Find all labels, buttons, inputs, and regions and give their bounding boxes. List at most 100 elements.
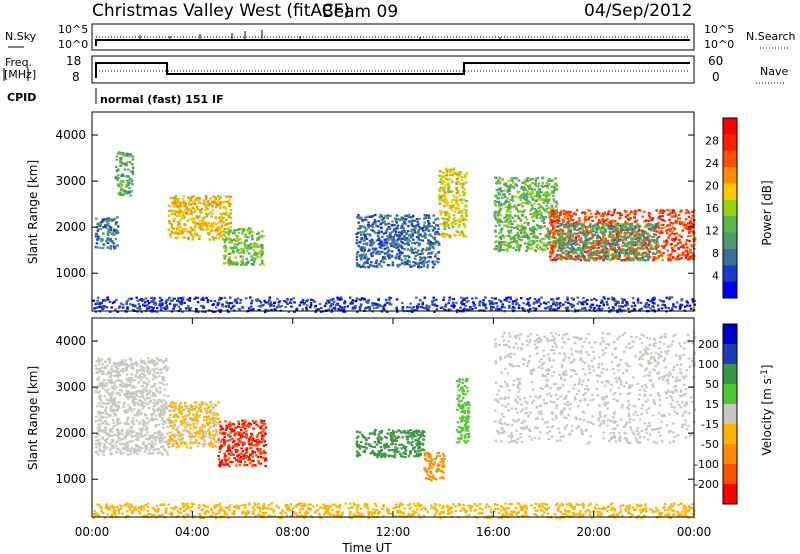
power-echo-cell xyxy=(386,246,390,249)
power-echo-cell xyxy=(211,304,214,307)
power-echo-cell xyxy=(507,185,510,188)
power-echo-cell xyxy=(106,232,109,235)
power-echo-cell xyxy=(545,233,549,236)
power-echo-cell xyxy=(332,297,335,300)
power-echo-cell xyxy=(597,221,600,224)
power-echo-cell xyxy=(604,243,607,246)
power-echo-cell xyxy=(227,252,231,255)
power-echo-cell xyxy=(641,231,644,234)
power-echo-cell xyxy=(498,182,501,185)
velocity-echo-cell xyxy=(125,393,129,396)
power-echo-cell xyxy=(657,230,660,233)
power-echo-cell xyxy=(119,180,123,183)
power-echo-cell xyxy=(508,306,511,309)
power-echo-cell xyxy=(647,219,651,223)
power-echo-cell xyxy=(250,302,253,305)
power-echo-cell xyxy=(461,211,464,215)
power-echo-cell xyxy=(642,239,646,242)
power-echo-cell xyxy=(216,230,220,233)
power-echo-cell xyxy=(633,308,636,311)
power-echo-cell xyxy=(529,213,532,216)
power-echo-cell xyxy=(612,248,615,251)
power-echo-cell xyxy=(658,215,662,218)
power-echo-cell xyxy=(432,236,435,239)
power-echo-cell xyxy=(532,220,535,223)
power-echo-cell xyxy=(201,221,204,224)
power-echo-cell xyxy=(619,235,623,238)
power-echo-cell xyxy=(580,251,584,254)
power-echo-cell xyxy=(495,302,498,305)
power-echo-cell xyxy=(222,233,225,236)
power-echo-cell xyxy=(223,212,226,215)
power-echo-cell xyxy=(524,226,527,229)
velocity-echo-cell xyxy=(94,420,98,423)
power-echo-cell xyxy=(692,256,695,259)
power-echo-cell xyxy=(538,203,541,206)
power-echo-cell xyxy=(591,234,595,237)
power-echo-cell xyxy=(612,228,616,231)
power-echo-cell xyxy=(455,177,459,181)
power-echo-cell xyxy=(655,252,659,255)
power-echo-cell xyxy=(584,238,588,241)
velocity-echo-cell xyxy=(130,376,133,379)
power-echo-cell xyxy=(526,195,529,198)
power-echo-cell xyxy=(412,261,415,264)
power-echo-cell xyxy=(678,220,682,223)
power-echo-cell xyxy=(134,304,137,307)
power-echo-cell xyxy=(239,299,243,302)
power-echo-cell xyxy=(262,304,265,307)
power-echo-cell xyxy=(537,193,540,196)
velocity-echo-cell xyxy=(165,357,168,360)
power-echo-cell xyxy=(661,231,664,234)
power-echo-cell xyxy=(372,248,376,251)
power-echo-cell xyxy=(579,259,583,262)
power-echo-cell xyxy=(509,205,512,208)
power-echo-cell xyxy=(582,296,585,300)
power-echo-cell xyxy=(373,265,376,268)
power-echo-cell xyxy=(576,228,579,231)
power-echo-cell xyxy=(402,231,405,234)
velocity-echo-cell xyxy=(125,408,128,412)
power-echo-cell xyxy=(530,247,534,250)
power-echo-cell xyxy=(595,239,598,243)
power-echo-cell xyxy=(603,219,606,222)
power-echo-cell xyxy=(255,254,259,257)
power-echo-cell xyxy=(684,241,688,244)
power-echo-cell xyxy=(396,224,400,227)
power-echo-cell xyxy=(691,210,694,213)
power-echo-cell xyxy=(400,262,404,265)
power-echo-cell xyxy=(287,310,291,313)
power-echo-cell xyxy=(680,222,684,225)
velocity-echo-cell xyxy=(158,439,161,442)
power-echo-cell xyxy=(126,153,129,156)
power-echo-cell xyxy=(105,220,109,223)
power-echo-cell xyxy=(506,247,510,250)
power-echo-cell xyxy=(530,229,534,232)
power-echo-cell xyxy=(552,200,556,203)
power-echo-cell xyxy=(193,226,197,229)
power-echo-cell xyxy=(221,305,224,308)
power-echo-cell xyxy=(526,223,530,226)
power-echo-cell xyxy=(240,260,244,263)
power-echo-cell xyxy=(465,172,469,175)
power-echo-cell xyxy=(439,197,443,200)
power-echo-cell xyxy=(535,208,538,212)
power-echo-cell xyxy=(416,306,419,309)
power-echo-cell xyxy=(622,251,625,254)
power-echo-cell xyxy=(628,223,631,226)
power-echo-cell xyxy=(622,242,625,245)
power-echo-cell xyxy=(509,238,512,241)
power-echo-cell xyxy=(427,251,431,255)
power-echo-cell xyxy=(447,302,450,305)
power-echo-cell xyxy=(508,235,511,238)
power-echo-cell xyxy=(459,231,463,234)
power-echo-cell xyxy=(680,303,684,307)
freq-line xyxy=(95,62,690,78)
power-echo-cell xyxy=(456,174,460,177)
power-echo-cell xyxy=(259,250,262,253)
power-echo-cell xyxy=(497,188,501,191)
power-echo-cell xyxy=(445,218,449,221)
power-echo-cell xyxy=(572,258,576,261)
power-echo-cell xyxy=(96,302,99,305)
power-echo-cell xyxy=(568,223,571,226)
